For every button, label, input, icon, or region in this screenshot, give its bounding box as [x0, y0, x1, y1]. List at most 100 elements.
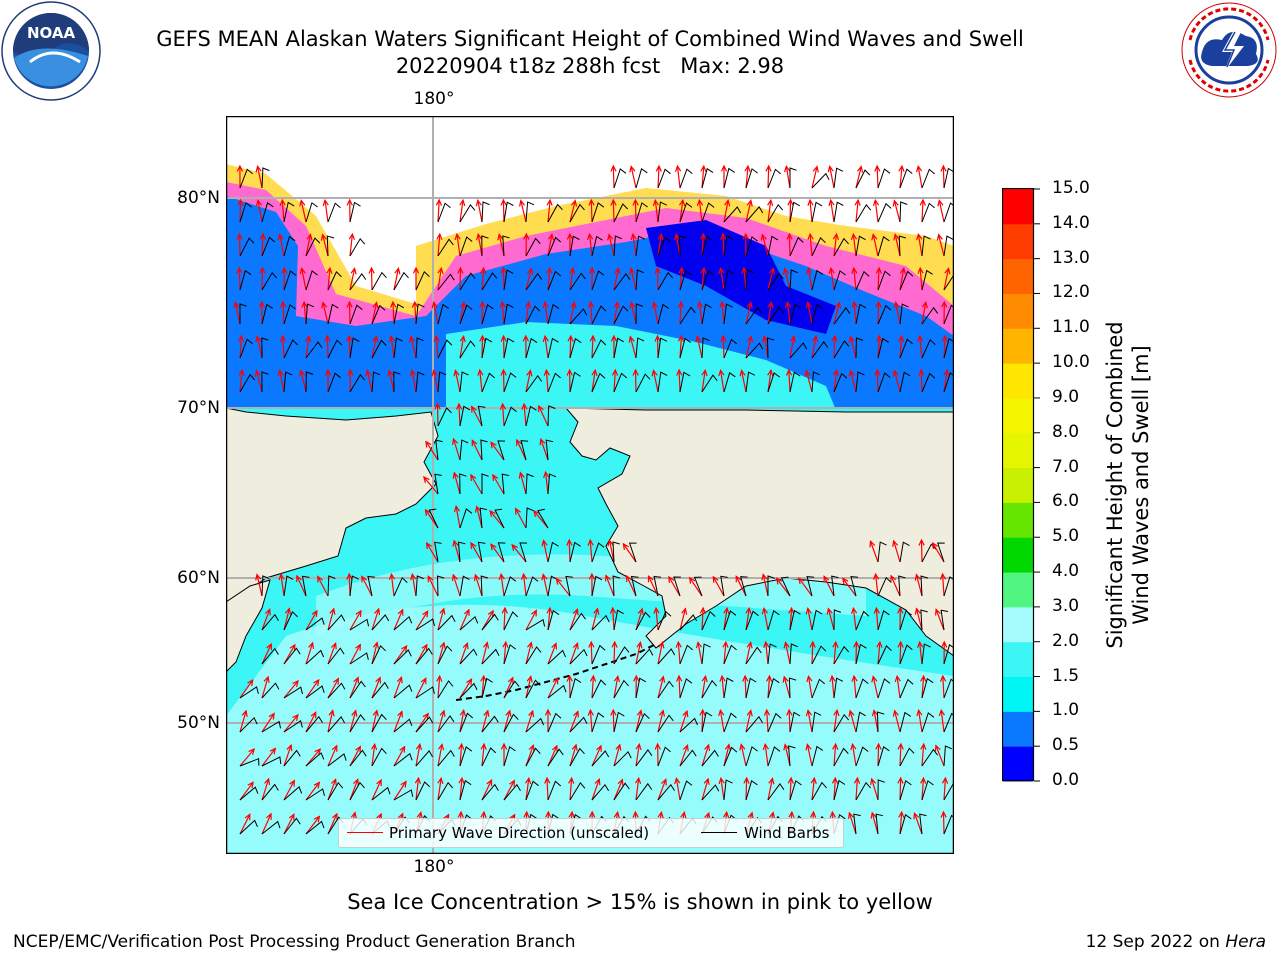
- wave-direction-arrow: [915, 574, 923, 597]
- wave-direction-arrow: [745, 200, 752, 223]
- wave-direction-arrowhead: [466, 678, 473, 686]
- wind-barb: [877, 202, 892, 223]
- wave-direction-arrow: [348, 573, 351, 597]
- colorbar-tick-label: 2.0: [1052, 630, 1080, 651]
- wind-barb: [877, 678, 891, 699]
- wave-direction-arrowhead: [266, 812, 272, 820]
- wave-direction-arrow: [454, 370, 461, 393]
- wind-barb: [767, 306, 784, 325]
- wave-direction-arrowhead: [805, 301, 812, 309]
- wave-direction-arrowhead: [746, 199, 753, 207]
- wave-direction-arrow: [635, 778, 640, 801]
- wave-direction-arrowhead: [938, 708, 946, 717]
- wave-direction-arrowhead: [400, 780, 407, 788]
- wind-barb: [480, 575, 489, 597]
- wave-direction-arrowhead: [696, 198, 704, 207]
- wave-direction-arrow: [371, 779, 382, 801]
- wave-direction-arrow: [279, 370, 285, 393]
- wind-barb: [283, 304, 296, 325]
- wave-direction-arrowhead: [263, 675, 270, 683]
- wave-direction-arrow: [723, 744, 730, 767]
- wave-direction-arrow: [283, 644, 296, 665]
- wave-direction-arrowhead: [718, 776, 725, 785]
- wave-direction-arrow: [853, 302, 857, 325]
- wave-direction-arrowhead: [720, 232, 727, 240]
- wave-direction-arrow: [459, 609, 470, 631]
- wave-direction-arrowhead: [632, 810, 639, 818]
- wind-barb: [811, 781, 827, 801]
- wave-direction-arrow: [459, 710, 465, 733]
- wave-direction-arrowhead: [719, 300, 726, 308]
- wave-direction-arrow: [720, 370, 725, 393]
- wave-direction-arrow: [255, 370, 263, 393]
- wave-direction-arrow: [481, 268, 485, 291]
- wave-direction-arrow: [807, 710, 813, 733]
- wave-direction-arrow: [305, 336, 310, 359]
- lat-label-70: 70°N: [177, 398, 220, 418]
- wave-direction-arrowhead: [892, 369, 899, 377]
- wind-barb: [437, 645, 453, 665]
- wind-barb: [635, 749, 653, 767]
- wave-direction-arrowhead: [571, 743, 578, 751]
- wave-direction-arrow: [589, 540, 593, 563]
- wave-direction-arrow: [547, 234, 553, 257]
- wave-direction-arrowhead: [480, 810, 487, 818]
- wind-barb: [657, 168, 671, 189]
- wind-barb: [833, 372, 848, 393]
- wind-barb: [459, 575, 470, 597]
- wave-direction-arrowhead: [310, 711, 317, 719]
- wave-direction-arrowhead: [551, 642, 558, 650]
- wave-direction-arrowhead: [470, 541, 477, 549]
- wave-direction-arrow: [456, 234, 461, 257]
- wave-direction-arrowhead: [588, 572, 596, 580]
- wave-direction-arrow: [942, 573, 945, 597]
- wave-direction-arrowhead: [566, 674, 573, 682]
- wave-direction-arrowhead: [655, 164, 662, 172]
- colorbar-tick-label: 1.5: [1052, 665, 1080, 686]
- wave-direction-arrow: [871, 812, 879, 835]
- wave-direction-arrow: [452, 574, 461, 597]
- wave-direction-arrow: [256, 574, 263, 597]
- wave-direction-arrowhead: [361, 575, 368, 583]
- wave-direction-arrow: [653, 302, 659, 325]
- wave-direction-arrowhead: [872, 198, 880, 206]
- wave-direction-arrowhead: [255, 199, 263, 207]
- wave-direction-arrowhead: [767, 368, 774, 377]
- wave-direction-arrow: [523, 404, 527, 427]
- wave-direction-arrow: [283, 608, 290, 631]
- wind-barb: [481, 235, 489, 257]
- wave-direction-arrowhead: [701, 674, 708, 683]
- wind-barb: [635, 202, 648, 223]
- wind-barb: [635, 303, 644, 325]
- wind-barb: [503, 611, 519, 631]
- wave-direction-arrowhead: [279, 300, 287, 308]
- wave-direction-arrowhead: [596, 744, 602, 752]
- wave-direction-arrowhead: [522, 334, 530, 342]
- wind-barb: [635, 373, 651, 393]
- wave-direction-arrowhead: [850, 606, 858, 614]
- wave-direction-arrowhead: [346, 334, 353, 342]
- wind-barb: [657, 714, 674, 733]
- wind-barb: [415, 716, 434, 733]
- wave-direction-arrowhead: [700, 164, 707, 172]
- wave-direction-arrow: [678, 675, 681, 699]
- aleutian-islands: [455, 643, 657, 701]
- wind-barb: [789, 643, 798, 665]
- wind-barb: [261, 575, 270, 597]
- wave-direction-arrowhead: [489, 509, 496, 517]
- wave-direction-arrowhead: [635, 742, 642, 751]
- wind-barb: [261, 756, 282, 767]
- wind-barb: [415, 647, 433, 665]
- wind-barb: [701, 374, 718, 393]
- wave-direction-arrow: [635, 608, 643, 631]
- vector-field: [233, 164, 954, 835]
- wave-direction-arrow: [371, 302, 378, 325]
- wave-direction-arrow: [437, 676, 441, 699]
- wave-direction-arrowhead: [451, 573, 458, 582]
- wind-barb: [437, 238, 454, 257]
- wave-direction-arrow: [324, 200, 329, 223]
- wave-direction-arrowhead: [653, 606, 660, 614]
- wave-direction-arrow: [569, 711, 579, 733]
- wave-direction-arrow: [327, 608, 335, 631]
- wave-direction-arrowhead: [677, 334, 685, 342]
